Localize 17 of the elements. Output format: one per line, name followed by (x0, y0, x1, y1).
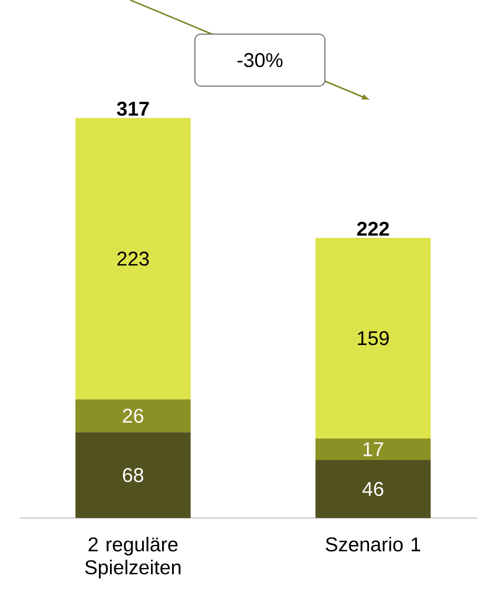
bar (315, 438, 431, 460)
data-label: 223 (117, 252, 149, 266)
bar (75, 118, 191, 400)
total-label: 317 (116, 102, 149, 116)
x-tick-label: Szenario 1 (326, 536, 420, 552)
data-label: 17 (364, 442, 384, 456)
bar (75, 399, 191, 432)
bar (315, 238, 431, 439)
total-label: 222 (357, 222, 389, 236)
bar (315, 460, 431, 518)
data-label: 26 (122, 408, 144, 423)
text: -30% (238, 53, 282, 68)
data-label: 46 (362, 482, 384, 496)
bar (75, 432, 191, 518)
data-label: 159 (358, 331, 389, 346)
data-label: 68 (122, 468, 144, 482)
x-tick-label: 2 reguläre Spielzeiten (85, 536, 180, 578)
